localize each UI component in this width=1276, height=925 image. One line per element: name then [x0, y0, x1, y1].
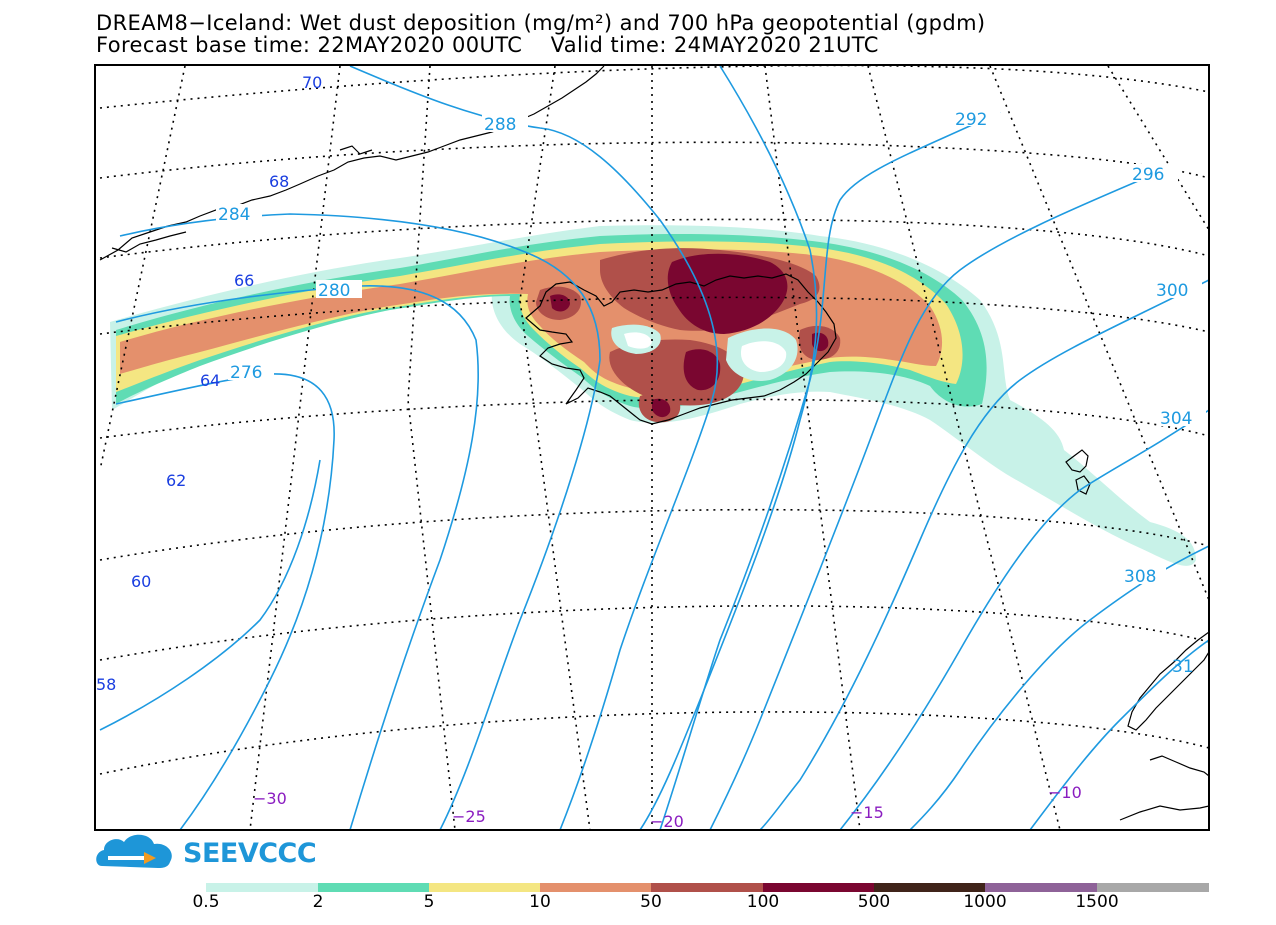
lon-label-minus30: −30: [253, 789, 287, 808]
lat-label-66: 66: [234, 271, 254, 290]
contour-label-292: 292: [955, 110, 987, 130]
colorbar-segment-6: [874, 883, 985, 892]
contour-label-276: 276: [230, 363, 262, 383]
geopotential-contours: [99, 65, 1209, 830]
lon-label-minus15: −15: [850, 803, 884, 822]
seevccc-logo-icon: [96, 834, 172, 868]
norway-coast: [1127, 631, 1209, 731]
colorbar-label-7: 1000: [963, 892, 1007, 912]
lon-label-minus20: −20: [650, 812, 684, 831]
seevccc-logo-text: SEEVCCC: [183, 838, 317, 869]
colorbar-segment-3: [540, 883, 651, 892]
colorbar-label-0: 0.5: [192, 892, 220, 912]
contour-label-280: 280: [318, 281, 350, 301]
lat-label-62: 62: [166, 471, 186, 490]
faroe-coast: [1065, 449, 1089, 473]
colorbar-segment-4: [651, 883, 763, 892]
colorbar-label-6: 500: [857, 892, 891, 912]
plume-level-100: [667, 253, 788, 334]
coastlines: [99, 65, 1209, 821]
contour-label-300: 300: [1156, 281, 1188, 301]
colorbar-segment-0: [206, 883, 318, 892]
colorbar-segment-5: [763, 883, 874, 892]
lon-label-minus10: −10: [1048, 783, 1082, 802]
colorbar-segment-2: [429, 883, 540, 892]
map-title: DREAM8−Iceland: Wet dust deposition (mg/…: [96, 11, 986, 35]
lat-label-70: 70: [302, 73, 322, 92]
lat-label-68: 68: [269, 172, 289, 191]
map-frame: [94, 64, 1210, 831]
map-area: 288 292 296 300 304 308 284 280 276 31 7…: [95, 65, 1209, 831]
contour-label-288: 288: [484, 115, 516, 135]
colorbar-label-8: 1500: [1075, 892, 1119, 912]
colorbar-label-5: 100: [746, 892, 780, 912]
lon-label-minus25: −25: [452, 807, 486, 826]
lat-label-64: 64: [200, 371, 220, 390]
contour-label-308: 308: [1124, 567, 1156, 587]
colorbar-label-1: 2: [312, 892, 324, 912]
map-subtitle: Forecast base time: 22MAY2020 00UTC Vali…: [96, 33, 879, 57]
contour-label-296: 296: [1132, 165, 1164, 185]
greenland-coast: [99, 65, 605, 261]
lat-label-60: 60: [131, 572, 151, 591]
iceland-coast: [525, 273, 837, 425]
colorbar-label-3: 10: [529, 892, 551, 912]
colorbar-label-2: 5: [423, 892, 435, 912]
colorbar-segment-8: [1097, 883, 1209, 892]
colorbar-label-4: 50: [640, 892, 662, 912]
contour-label-304: 304: [1160, 409, 1192, 429]
contour-label-31x: 31: [1172, 657, 1194, 677]
colorbar-segment-7: [985, 883, 1097, 892]
lat-label-58: 58: [96, 675, 116, 694]
contour-label-284: 284: [218, 205, 250, 225]
colorbar-segment-1: [318, 883, 429, 892]
